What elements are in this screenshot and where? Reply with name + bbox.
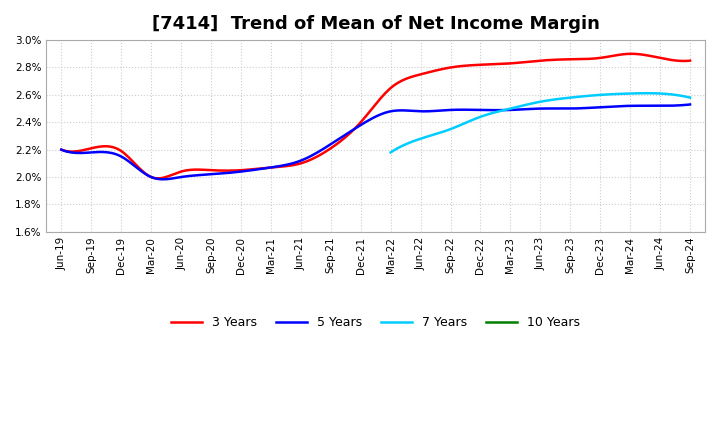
7 Years bbox=[659, 91, 667, 96]
3 Years bbox=[444, 65, 453, 70]
5 Years bbox=[59, 148, 68, 153]
5 Years bbox=[431, 108, 440, 114]
3 Years bbox=[57, 147, 66, 152]
3 Years bbox=[431, 68, 440, 73]
7 Years bbox=[564, 95, 573, 100]
3 Years bbox=[685, 58, 694, 63]
Line: 7 Years: 7 Years bbox=[391, 93, 690, 152]
Line: 5 Years: 5 Years bbox=[61, 104, 690, 179]
7 Years bbox=[643, 91, 652, 96]
7 Years bbox=[685, 95, 694, 100]
3 Years bbox=[154, 176, 163, 181]
5 Years bbox=[158, 176, 166, 182]
7 Years bbox=[564, 95, 572, 100]
7 Years bbox=[387, 150, 395, 155]
Line: 3 Years: 3 Years bbox=[61, 54, 690, 178]
3 Years bbox=[589, 56, 598, 61]
3 Years bbox=[59, 148, 68, 153]
7 Years bbox=[639, 91, 647, 96]
7 Years bbox=[570, 95, 578, 100]
3 Years bbox=[433, 67, 442, 73]
5 Years bbox=[433, 108, 442, 114]
5 Years bbox=[444, 107, 453, 113]
5 Years bbox=[685, 102, 694, 107]
Title: [7414]  Trend of Mean of Net Income Margin: [7414] Trend of Mean of Net Income Margi… bbox=[152, 15, 600, 33]
3 Years bbox=[631, 51, 639, 57]
3 Years bbox=[627, 51, 636, 56]
Legend: 3 Years, 5 Years, 7 Years, 10 Years: 3 Years, 5 Years, 7 Years, 10 Years bbox=[166, 311, 585, 334]
5 Years bbox=[589, 105, 598, 110]
5 Years bbox=[57, 147, 66, 152]
5 Years bbox=[629, 103, 638, 108]
7 Years bbox=[387, 149, 396, 154]
